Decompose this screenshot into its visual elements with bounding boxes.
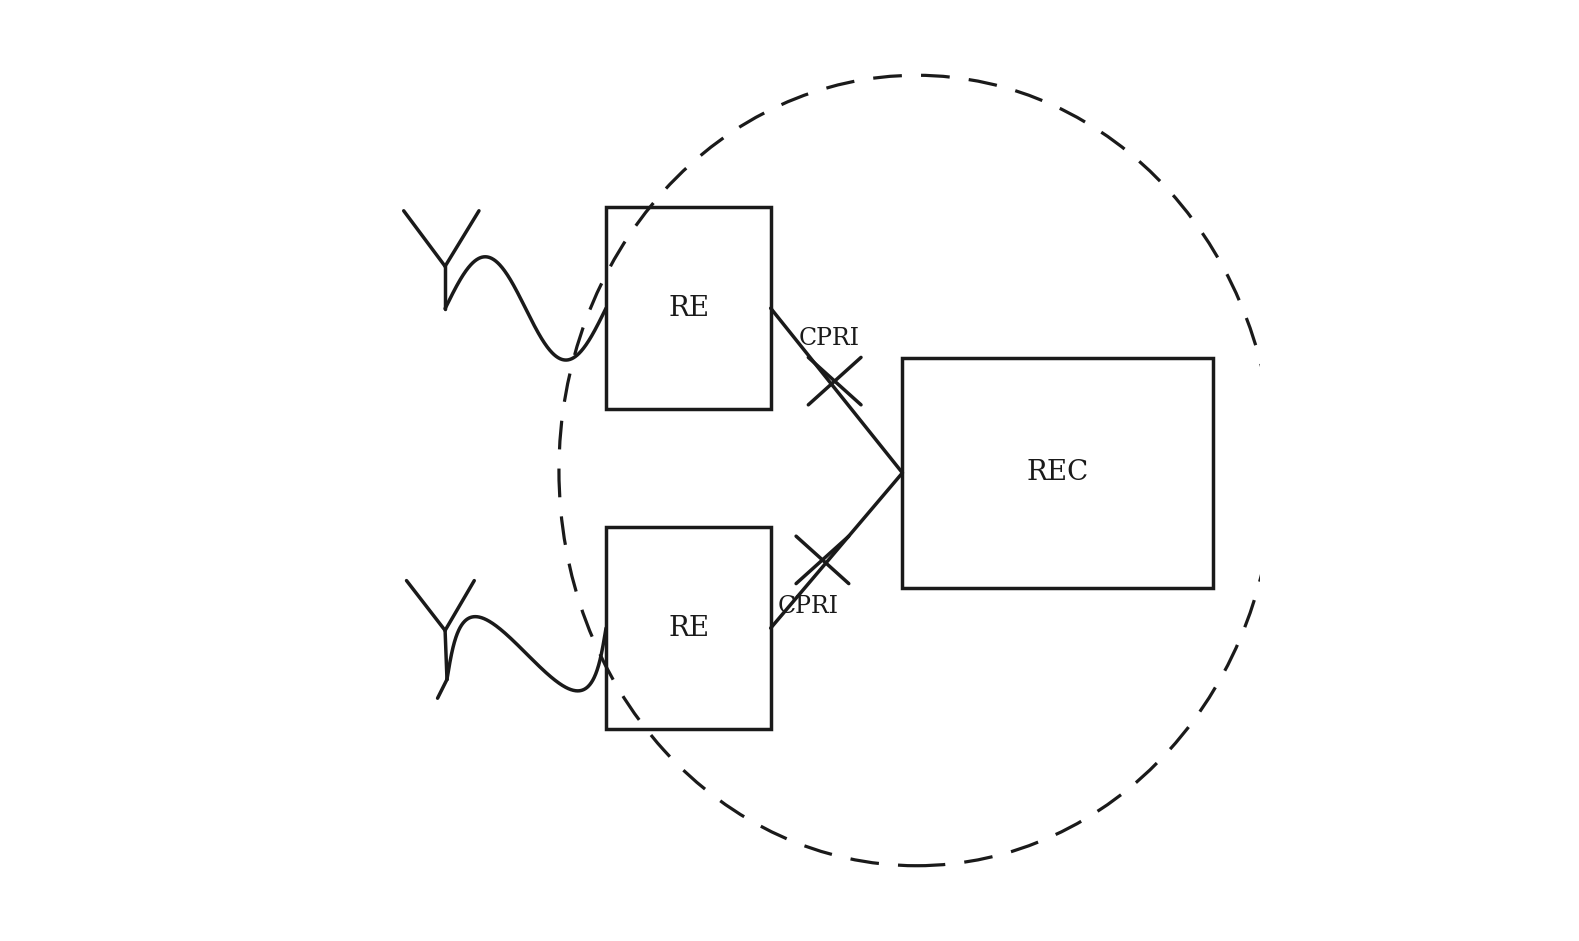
Text: RE: RE xyxy=(668,295,709,322)
Text: CPRI: CPRI xyxy=(777,596,838,618)
Text: RE: RE xyxy=(668,615,709,642)
Bar xyxy=(606,527,771,729)
Text: REC: REC xyxy=(1026,459,1090,486)
Bar xyxy=(903,358,1213,588)
Bar xyxy=(606,207,771,409)
Text: CPRI: CPRI xyxy=(799,327,861,350)
